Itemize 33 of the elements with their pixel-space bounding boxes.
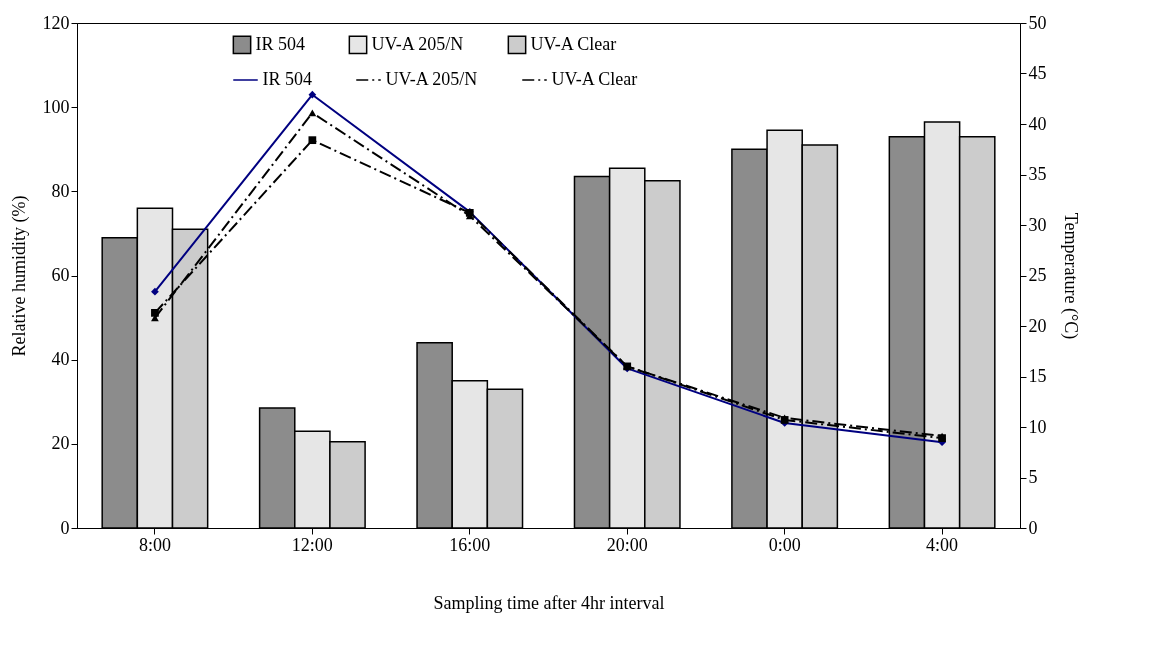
x-tick-label: 12:00: [291, 534, 333, 555]
y-tick-label: 100: [42, 96, 70, 117]
x-axis-title: Sampling time after 4hr interval: [433, 592, 665, 613]
x-tick-label: 0:00: [768, 534, 801, 555]
y2-tick-label: 15: [1028, 366, 1047, 386]
y2-tick-label: 25: [1028, 265, 1047, 285]
legend-label: IR 504: [262, 69, 312, 89]
y-axis-title: Relative humidity (%): [8, 195, 30, 357]
y2-tick-label: 5: [1028, 467, 1038, 487]
legend-label: IR 504: [255, 33, 305, 54]
y2-tick-label: 50: [1028, 12, 1047, 33]
legend-label: UV-A Clear: [530, 33, 617, 54]
y-tick-label: 60: [51, 265, 70, 285]
y2-tick-label: 30: [1028, 214, 1047, 235]
x-tick-label: 16:00: [449, 534, 491, 555]
x-tick-label: 8:00: [138, 534, 171, 555]
legend-label: UV-A 205/N: [385, 69, 478, 89]
x-tick-label: 4:00: [926, 534, 959, 555]
y2-tick-label: 10: [1028, 416, 1047, 437]
y2-tick-label: 0: [1028, 517, 1038, 538]
x-tick-label: 20:00: [606, 534, 648, 555]
legend-label: UV-A 205/N: [371, 33, 464, 54]
legend-label: UV-A Clear: [551, 69, 638, 89]
y-tick-label: 80: [51, 180, 70, 201]
y2-axis-title: Temperature (°C): [1059, 212, 1081, 340]
y-tick-label: 0: [60, 517, 70, 538]
y-tick-label: 20: [51, 433, 70, 454]
y2-tick-label: 35: [1028, 164, 1047, 184]
y2-tick-label: 40: [1028, 113, 1047, 134]
y-tick-label: 40: [51, 349, 70, 370]
y2-tick-label: 20: [1028, 315, 1047, 336]
y2-tick-label: 45: [1028, 63, 1047, 83]
y-tick-label: 120: [42, 12, 70, 33]
